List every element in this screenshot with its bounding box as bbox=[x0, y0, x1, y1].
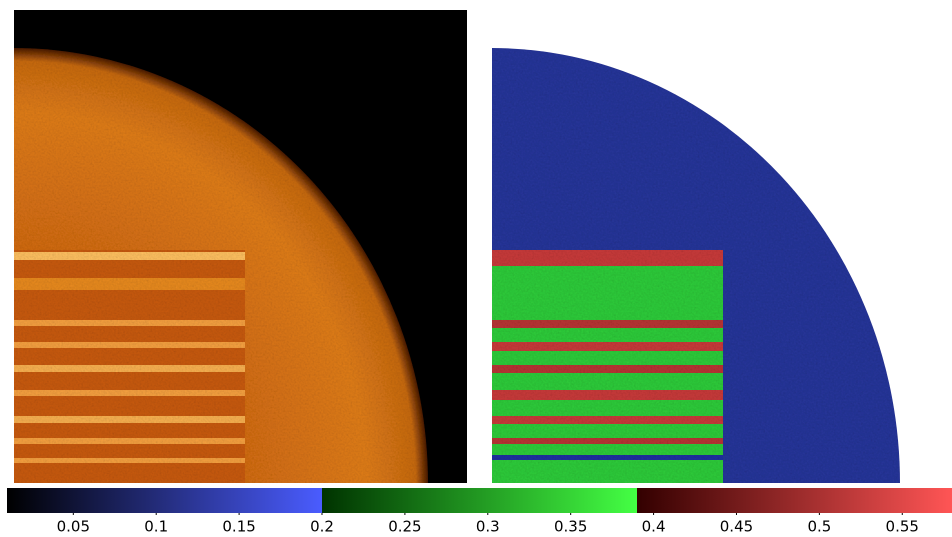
left-panel bbox=[14, 10, 467, 483]
colorbar-tick-label: 0.35 bbox=[554, 518, 587, 536]
colorbar-tick-label: 0.45 bbox=[720, 518, 753, 536]
colorbar-segment bbox=[322, 488, 637, 513]
colorbar-tick-label: 0.15 bbox=[222, 518, 255, 536]
colorbar-tick-label: 0.5 bbox=[807, 518, 831, 536]
colorbar-tick-label: 0.55 bbox=[886, 518, 919, 536]
colorbar-segment bbox=[637, 488, 952, 513]
colorbar-segment bbox=[7, 488, 322, 513]
right-panel bbox=[492, 48, 900, 483]
colorbar-tick-label: 0.1 bbox=[144, 518, 168, 536]
colorbar-tick-label: 0.2 bbox=[310, 518, 334, 536]
colorbar-tick-label: 0.4 bbox=[642, 518, 666, 536]
colorbar: 0.05 0.1 0.15 0.2 0.25 0.3 0.35 0.4 0.45 0.5 0.55 bbox=[7, 488, 952, 536]
colorbar-tick-label: 0.05 bbox=[57, 518, 90, 536]
colorbar-tick-label: 0.25 bbox=[388, 518, 421, 536]
colorbar-tick-label: 0.3 bbox=[476, 518, 500, 536]
